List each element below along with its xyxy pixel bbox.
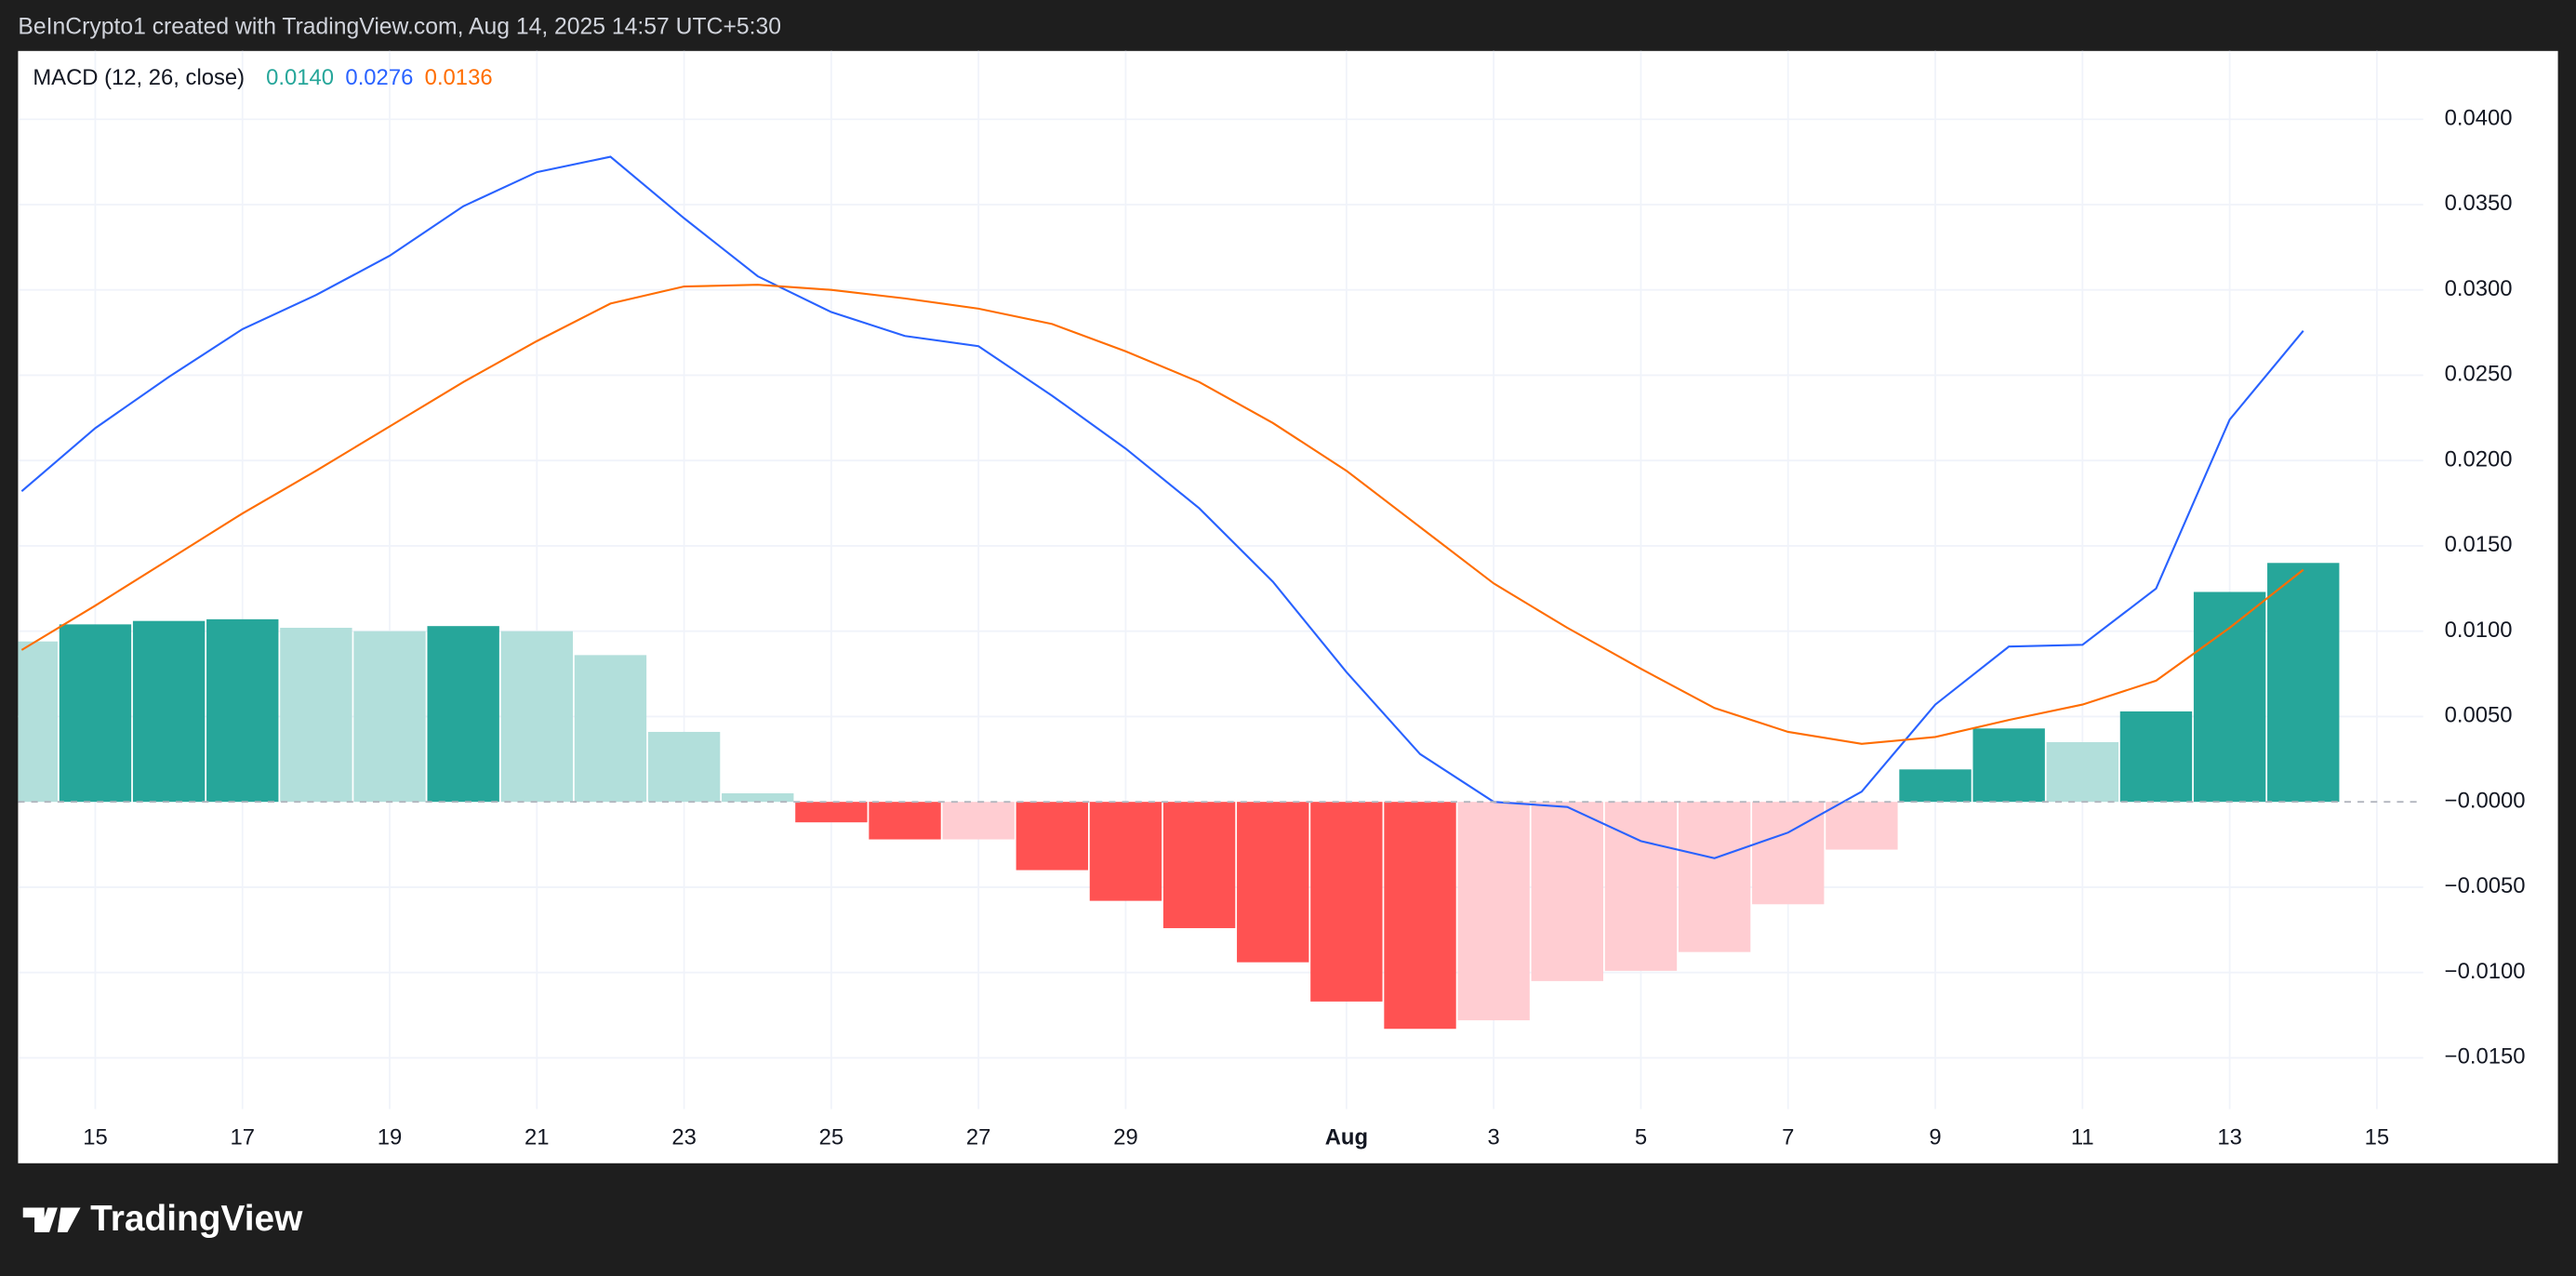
y-tick-label: 0.0200 xyxy=(2445,446,2513,472)
histogram-bar xyxy=(1826,802,1898,850)
x-tick-label: 21 xyxy=(524,1125,550,1150)
x-tick-label: 15 xyxy=(83,1125,108,1150)
histogram-bar xyxy=(1384,802,1456,1030)
histogram-bar xyxy=(722,793,794,803)
histogram-bar xyxy=(427,626,499,803)
histogram-bar xyxy=(500,631,574,803)
histogram-bar xyxy=(59,624,132,803)
chart-panel xyxy=(18,50,2558,1163)
plot-area xyxy=(18,155,2340,1030)
y-tick-label: 0.0250 xyxy=(2445,362,2513,387)
histogram-bar xyxy=(1089,802,1162,901)
histogram-bar xyxy=(1752,802,1825,905)
x-tick-label: 29 xyxy=(1113,1125,1138,1150)
y-tick-label: 0.0050 xyxy=(2445,703,2513,728)
x-tick-label: 11 xyxy=(2071,1125,2094,1150)
y-tick-label: −0.0150 xyxy=(2445,1044,2526,1070)
x-tick-label: 23 xyxy=(671,1125,697,1150)
y-tick-label: −0.0000 xyxy=(2445,788,2526,813)
histogram-bar xyxy=(2193,591,2266,803)
legend-label: MACD (12, 26, close) xyxy=(33,65,245,90)
x-tick-label: 27 xyxy=(966,1125,991,1150)
histogram-bar xyxy=(1899,769,1972,803)
histogram-bar xyxy=(1972,728,2045,803)
x-tick-label: 3 xyxy=(1488,1125,1500,1150)
line-series xyxy=(20,284,2304,745)
line-series xyxy=(20,155,2304,859)
histogram-bar xyxy=(647,731,721,803)
histogram-bar xyxy=(574,655,647,803)
x-tick-label: 13 xyxy=(2217,1125,2242,1150)
histogram-bar xyxy=(1678,802,1751,952)
histogram-bar xyxy=(2267,563,2340,803)
x-tick-label: Aug xyxy=(1325,1125,1368,1150)
histogram-bar xyxy=(1531,802,1604,981)
logo-icon xyxy=(22,1207,81,1232)
histogram-bar xyxy=(1162,802,1236,928)
x-tick-label: 17 xyxy=(230,1125,255,1150)
histogram-bar xyxy=(2046,741,2119,803)
legend-value: 0.0140 xyxy=(266,65,334,90)
axes: 0.0400 0.0350 0.0300 0.0250 0.0200 0.0150 0.01… xyxy=(18,105,2525,1150)
histogram-bar xyxy=(132,620,206,803)
x-tick-label: 19 xyxy=(378,1125,403,1150)
footer-text: TradingView xyxy=(90,1199,303,1239)
histogram-bar xyxy=(1016,802,1089,871)
histogram-bar xyxy=(2119,711,2193,803)
histogram-bar xyxy=(942,802,1015,840)
x-tick-label: 5 xyxy=(1635,1125,1647,1150)
x-tick-label: 25 xyxy=(819,1125,844,1150)
histogram-bar xyxy=(1310,802,1383,1002)
x-tick-label: 9 xyxy=(1929,1125,1941,1150)
histogram-bar xyxy=(280,628,352,803)
y-tick-label: 0.0350 xyxy=(2445,191,2513,216)
histogram-bar xyxy=(869,802,941,840)
x-tick-label: 15 xyxy=(2365,1125,2390,1150)
y-tick-label: −0.0100 xyxy=(2445,959,2526,984)
y-tick-label: −0.0050 xyxy=(2445,873,2526,898)
x-tick-label: 7 xyxy=(1782,1125,1794,1150)
header-text: BeInCrypto1 created with TradingView.com… xyxy=(18,15,781,40)
legend-value: 0.0276 xyxy=(345,65,413,90)
legend-value: 0.0136 xyxy=(425,65,493,90)
histogram-bar xyxy=(795,802,868,823)
histogram-bar xyxy=(353,631,426,803)
footer-logo: TradingView xyxy=(22,1199,303,1239)
y-tick-label: 0.0300 xyxy=(2445,276,2513,301)
histogram-bar xyxy=(1237,802,1309,963)
histogram-bar xyxy=(18,641,59,803)
y-tick-label: 0.0150 xyxy=(2445,532,2513,557)
histogram-bar xyxy=(1604,802,1678,971)
histogram-bar xyxy=(206,618,279,803)
histogram-bar xyxy=(1457,802,1530,1021)
y-tick-label: 0.0400 xyxy=(2445,105,2513,130)
y-tick-label: 0.0100 xyxy=(2445,618,2513,643)
